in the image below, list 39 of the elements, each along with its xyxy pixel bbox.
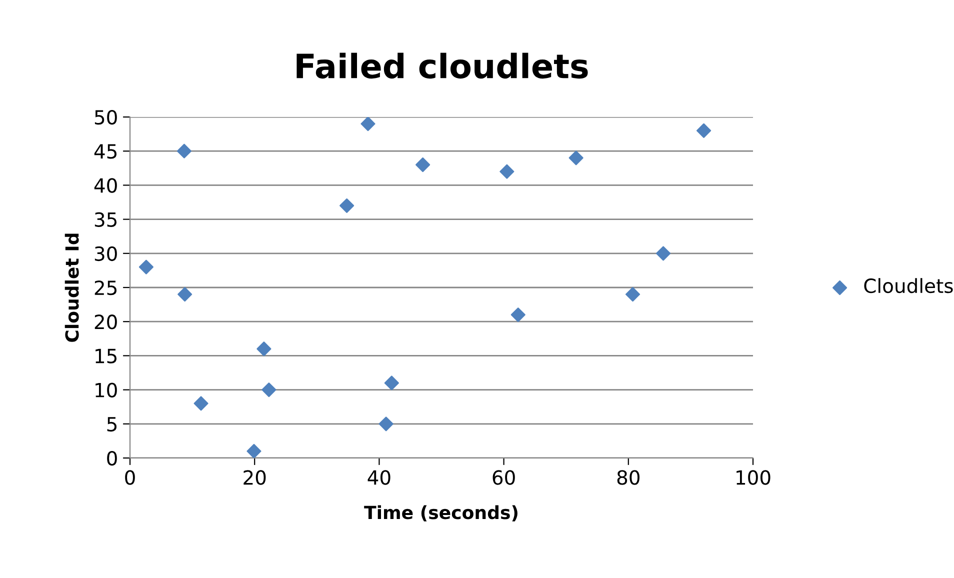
- point: [696, 123, 712, 138]
- y-tick-label: 5: [107, 417, 116, 432]
- point: [138, 260, 154, 274]
- y-tick-label: 50: [94, 110, 117, 125]
- point: [262, 382, 276, 398]
- point: [656, 246, 671, 261]
- x-tick-label: 100: [736, 470, 770, 485]
- point: [500, 164, 514, 179]
- y-axis-title: Cloudlet Id: [64, 234, 79, 342]
- x-tick-label: 20: [244, 470, 266, 485]
- point: [360, 117, 376, 132]
- y-tick-label: 40: [94, 178, 117, 193]
- point: [178, 287, 192, 302]
- point: [256, 342, 272, 356]
- point: [510, 307, 526, 322]
- point: [384, 376, 399, 390]
- y-tick-label: 20: [94, 314, 117, 330]
- chart-title: Failed cloudlets: [296, 52, 588, 79]
- point: [176, 144, 192, 158]
- y-tick-label: 35: [94, 212, 116, 227]
- y-tick-label: 0: [107, 450, 117, 466]
- point: [340, 198, 354, 213]
- x-tick-label: 40: [368, 470, 390, 485]
- x-axis-title: Time (seconds): [364, 505, 518, 522]
- point: [416, 157, 430, 172]
- point: [378, 416, 394, 432]
- point: [568, 150, 584, 166]
- point: [246, 444, 262, 458]
- y-tick-label: 30: [94, 246, 117, 262]
- point: [625, 287, 640, 302]
- y-tick-label: 15: [96, 348, 116, 364]
- x-tick-label: 0: [125, 470, 135, 485]
- legend-label: Cloudlets: [864, 278, 953, 294]
- x-tick-label: 60: [492, 470, 515, 485]
- x-tick-label: 80: [617, 470, 640, 485]
- y-tick-label: 25: [94, 280, 116, 296]
- y-tick-label: 10: [96, 382, 117, 398]
- y-tick-label: 45: [94, 144, 116, 159]
- point: [194, 396, 208, 411]
